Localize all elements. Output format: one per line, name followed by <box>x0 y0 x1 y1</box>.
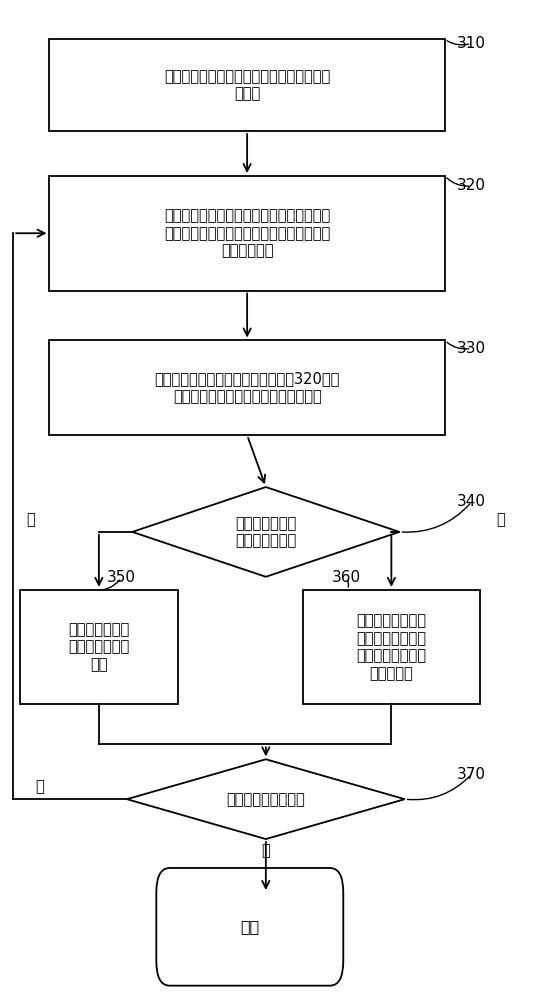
Text: 否: 否 <box>262 844 270 859</box>
FancyBboxPatch shape <box>20 590 178 704</box>
FancyBboxPatch shape <box>303 590 480 704</box>
Text: 否: 否 <box>26 512 35 527</box>
Text: 保持所述第一路
径值和路由信息
不变: 保持所述第一路 径值和路由信息 不变 <box>68 622 129 672</box>
Text: 350: 350 <box>107 570 136 585</box>
Text: 370: 370 <box>457 767 486 782</box>
Text: 是否存在未搜索节点: 是否存在未搜索节点 <box>227 792 305 807</box>
Text: 将所述第一路径值
更新为所述第二路
径值，并更新对应
的路由信息: 将所述第一路径值 更新为所述第二路 径值，并更新对应 的路由信息 <box>357 613 426 681</box>
Text: 结束: 结束 <box>240 919 259 934</box>
Polygon shape <box>127 759 405 839</box>
Text: 320: 320 <box>457 178 486 193</box>
Text: 360: 360 <box>331 570 360 585</box>
FancyBboxPatch shape <box>156 868 343 986</box>
Text: 330: 330 <box>457 341 486 356</box>
Text: 是: 是 <box>497 512 505 527</box>
FancyBboxPatch shape <box>49 176 445 291</box>
Text: 310: 310 <box>457 36 486 51</box>
Text: 确定起始节点与每个未搜索节点之间的第一
路径值: 确定起始节点与每个未搜索节点之间的第一 路径值 <box>164 69 330 101</box>
FancyBboxPatch shape <box>49 39 445 131</box>
Text: 将第一路径值最小的未搜索节点作为已搜索
节点，并记录从起始节点到达所述未搜索节
点的路由信息: 将第一路径值最小的未搜索节点作为已搜索 节点，并记录从起始节点到达所述未搜索节 … <box>164 208 330 258</box>
FancyBboxPatch shape <box>49 340 445 435</box>
Text: 是: 是 <box>35 779 44 794</box>
Text: 第二路径值是否
小于第一路径值: 第二路径值是否 小于第一路径值 <box>235 516 296 548</box>
Text: 记录从所述起始节点，经过所述步骤320确定
的已搜索节点与其他节点的第二路径值: 记录从所述起始节点，经过所述步骤320确定 的已搜索节点与其他节点的第二路径值 <box>155 372 340 404</box>
Polygon shape <box>132 487 400 577</box>
Text: 340: 340 <box>457 494 486 509</box>
